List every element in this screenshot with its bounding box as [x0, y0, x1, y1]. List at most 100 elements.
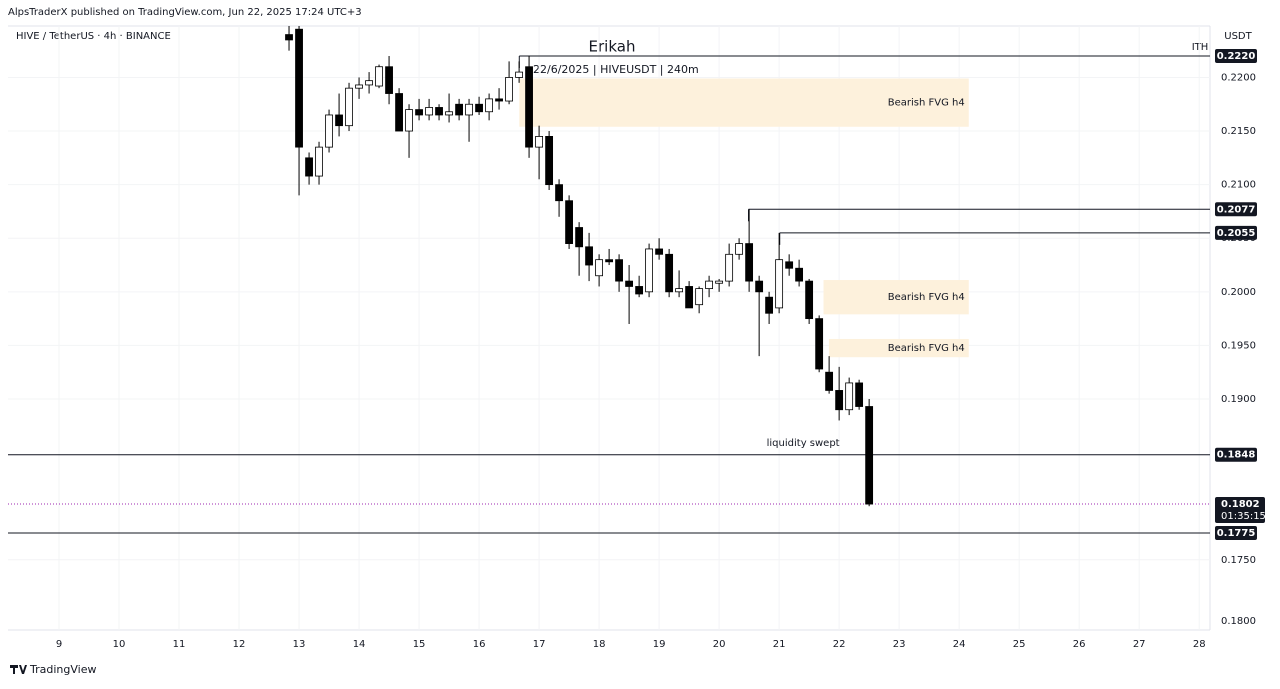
price-tag-label: 0.1802	[1221, 499, 1260, 510]
candle-body	[325, 114, 333, 148]
x-tick-label: 11	[173, 639, 186, 650]
x-tick-label: 15	[413, 639, 426, 650]
zone-label: Bearish FVG h4	[888, 98, 965, 109]
x-tick-label: 26	[1073, 639, 1086, 650]
candle-body	[685, 286, 694, 309]
candle-body	[415, 109, 423, 116]
y-tick-label: 0.2000	[1221, 287, 1256, 298]
candle-body	[455, 103, 463, 116]
candle-body	[405, 109, 413, 132]
y-tick-label: 0.2200	[1221, 72, 1256, 83]
candle-body	[435, 107, 443, 116]
candle-body	[295, 28, 303, 148]
countdown: 01:35:15	[1221, 511, 1266, 522]
currency: USDT	[1224, 31, 1252, 42]
candle-body	[805, 280, 814, 320]
candle-body	[615, 259, 623, 282]
candle-body	[735, 243, 744, 255]
candle-body	[845, 382, 854, 411]
candle-body	[595, 259, 603, 277]
x-tick-label: 21	[773, 639, 786, 650]
zone-label: Bearish FVG h4	[888, 343, 965, 354]
candle-body	[665, 253, 674, 293]
candle-body	[285, 34, 293, 41]
y-tick-label: 0.1900	[1221, 394, 1256, 405]
candle-body	[495, 98, 503, 102]
candle-body	[695, 288, 704, 306]
x-tick-label: 14	[353, 639, 366, 650]
price-tag	[1215, 202, 1257, 217]
price-tag-label: 0.2055	[1217, 228, 1256, 239]
x-tick-label: 28	[1193, 639, 1206, 650]
candle-body	[715, 280, 724, 284]
candle-body	[825, 371, 834, 391]
x-tick-label: 25	[1013, 639, 1026, 650]
price-tag	[1215, 525, 1257, 540]
x-tick-label: 10	[113, 639, 126, 650]
candle-body	[465, 103, 473, 116]
candle-body	[425, 107, 433, 116]
y-tick-label: 0.2100	[1221, 180, 1256, 191]
candle-body	[355, 84, 363, 89]
candle-body	[795, 267, 804, 282]
candle-body	[675, 288, 683, 293]
candle-body	[345, 87, 353, 127]
x-tick-label: 18	[593, 639, 606, 650]
x-tick-label: 9	[56, 639, 62, 650]
price-tag	[1215, 447, 1257, 462]
candle-body	[515, 71, 524, 78]
x-tick-label: 22	[833, 639, 846, 650]
candle-body	[445, 111, 453, 116]
corner-note: ITH	[1192, 42, 1209, 53]
candle-body	[645, 248, 653, 293]
candle-body	[855, 382, 864, 407]
candle-body	[545, 136, 554, 186]
x-tick-label: 19	[653, 639, 666, 650]
price-tag-label: 0.1848	[1217, 450, 1256, 461]
price-tag-label: 0.1775	[1217, 528, 1256, 539]
y-tick-label: 0.1800	[1221, 616, 1256, 627]
y-tick-label: 0.2150	[1221, 126, 1256, 137]
candle-body	[655, 248, 664, 255]
candle-body	[335, 114, 343, 127]
candle-body	[305, 157, 313, 177]
candle-body	[385, 66, 393, 94]
chart-title: Erikah	[589, 38, 636, 56]
candle-body	[555, 184, 563, 202]
candle-body	[585, 246, 593, 266]
x-tick-label: 12	[233, 639, 246, 650]
symbol: HIVE / TetherUS · 4h · BINANCE	[16, 31, 171, 42]
x-tick-label: 24	[953, 639, 966, 650]
candle-body	[525, 66, 533, 148]
candle-body	[815, 318, 824, 370]
candle-body	[765, 296, 774, 314]
candle-body	[705, 280, 713, 290]
zone-label: Bearish FVG h4	[888, 292, 965, 303]
publisher: AlpsTraderX published on TradingView.com…	[8, 7, 362, 18]
x-tick-label: 27	[1133, 639, 1146, 650]
annotation: liquidity swept	[767, 438, 840, 449]
price-tag	[1215, 49, 1257, 64]
candle-body	[485, 98, 494, 113]
candle-body	[725, 253, 734, 282]
price-tag-label: 0.2220	[1217, 51, 1256, 62]
candle-body	[475, 103, 483, 113]
price-tag-label: 0.2077	[1217, 204, 1256, 215]
candle-body	[775, 259, 784, 309]
x-tick-label: 20	[713, 639, 726, 650]
candle-body	[505, 77, 513, 102]
candle-body	[565, 200, 573, 244]
y-tick-label: 0.1950	[1221, 340, 1256, 351]
candle-body	[395, 93, 403, 132]
fvg-zone	[519, 78, 969, 127]
candle-body	[865, 406, 874, 505]
candle-body	[605, 259, 614, 263]
candle-body	[835, 390, 844, 411]
footer-brand: TradingView	[29, 663, 96, 676]
candle-body	[535, 136, 543, 148]
candle-body	[375, 66, 383, 87]
y-tick-label: 0.1750	[1221, 555, 1256, 566]
fvg-zone	[823, 280, 969, 315]
price-tag	[1215, 225, 1257, 240]
